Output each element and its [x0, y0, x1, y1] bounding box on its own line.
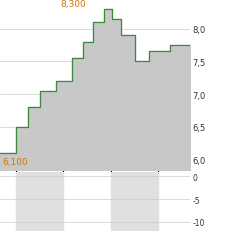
Bar — [16, 172, 63, 231]
Text: 6,100: 6,100 — [2, 157, 28, 166]
Text: 8,300: 8,300 — [60, 0, 86, 9]
Bar — [111, 172, 158, 231]
